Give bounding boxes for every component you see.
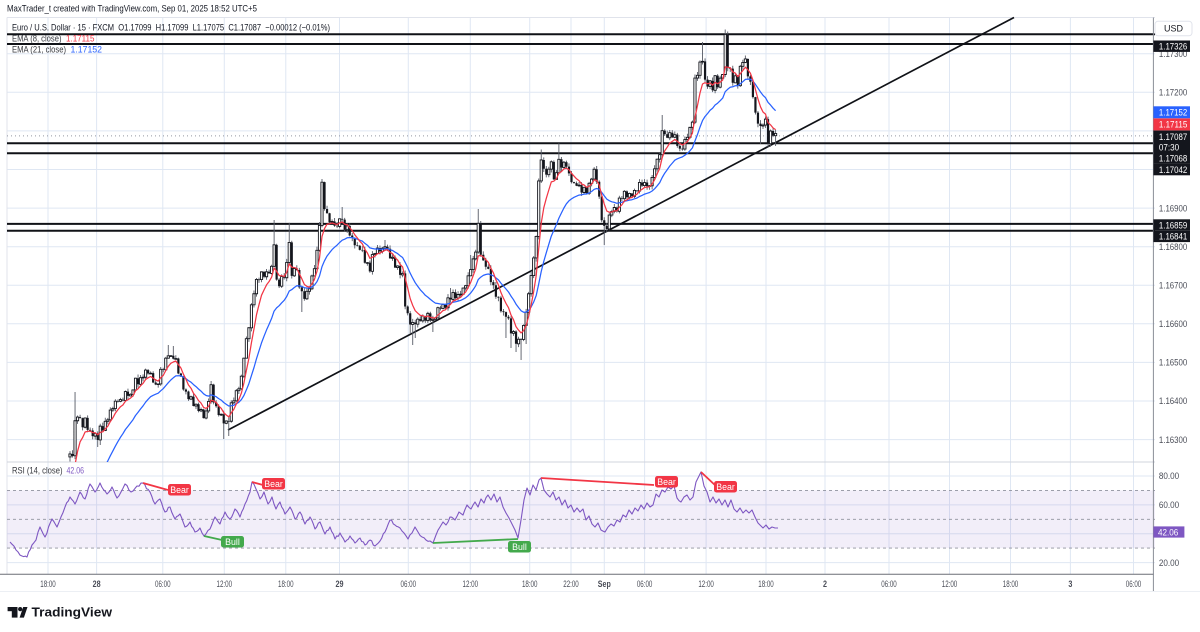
svg-text:2: 2 [823, 579, 827, 589]
svg-text:Euro / U.S. Dollar · 15 · FXCM: Euro / U.S. Dollar · 15 · FXCM O1.17099 … [12, 22, 330, 32]
svg-text:18:00: 18:00 [1003, 579, 1019, 589]
svg-text:Bear: Bear [170, 485, 189, 495]
svg-text:Bull: Bull [225, 537, 240, 547]
svg-text:1.16800: 1.16800 [1159, 242, 1187, 252]
svg-text:1.16300: 1.16300 [1159, 435, 1187, 445]
svg-text:1.16500: 1.16500 [1159, 358, 1187, 368]
svg-text:Bear: Bear [657, 477, 676, 487]
svg-text:1.17152: 1.17152 [71, 44, 103, 54]
svg-text:3: 3 [1068, 579, 1072, 589]
svg-text:RSI (14, close): RSI (14, close) [12, 466, 63, 476]
svg-text:1.17152: 1.17152 [1159, 108, 1187, 118]
svg-text:06:00: 06:00 [1126, 579, 1142, 589]
svg-text:Sep: Sep [598, 579, 611, 589]
svg-text:EMA (21, close): EMA (21, close) [12, 44, 66, 54]
svg-text:18:00: 18:00 [758, 579, 774, 589]
svg-text:1.16600: 1.16600 [1159, 319, 1187, 329]
svg-text:1.17300: 1.17300 [1159, 49, 1187, 59]
svg-text:USD: USD [1164, 24, 1183, 34]
svg-text:18:00: 18:00 [40, 579, 56, 589]
svg-text:1.17326: 1.17326 [1159, 42, 1187, 52]
svg-text:TradingView: TradingView [32, 605, 113, 620]
svg-text:12:00: 12:00 [942, 579, 958, 589]
svg-text:06:00: 06:00 [401, 579, 417, 589]
svg-text:06:00: 06:00 [637, 579, 653, 589]
svg-text:80.00: 80.00 [1159, 471, 1179, 481]
svg-text:07:30: 07:30 [1159, 143, 1179, 153]
svg-text:42.06: 42.06 [67, 466, 85, 476]
svg-text:Bull: Bull [512, 542, 527, 552]
svg-text:06:00: 06:00 [881, 579, 897, 589]
svg-text:29: 29 [336, 579, 344, 589]
svg-text:1.17042: 1.17042 [1159, 165, 1187, 175]
svg-text:60.00: 60.00 [1159, 500, 1179, 510]
svg-text:1.16859: 1.16859 [1159, 220, 1187, 230]
svg-text:18:00: 18:00 [522, 579, 538, 589]
svg-text:EMA (8, close): EMA (8, close) [12, 33, 62, 43]
svg-text:1.16700: 1.16700 [1159, 280, 1187, 290]
svg-text:12:00: 12:00 [217, 579, 233, 589]
svg-text:1.16900: 1.16900 [1159, 203, 1187, 213]
svg-text:42.06: 42.06 [1158, 528, 1178, 538]
svg-text:1.17115: 1.17115 [66, 33, 95, 43]
svg-text:1.17115: 1.17115 [1159, 120, 1187, 130]
svg-text:06:00: 06:00 [155, 579, 171, 589]
svg-text:22:00: 22:00 [563, 579, 579, 589]
svg-text:1.17087: 1.17087 [1159, 132, 1187, 142]
svg-text:1.17200: 1.17200 [1159, 87, 1187, 97]
svg-text:20.00: 20.00 [1159, 558, 1179, 568]
svg-text:1.16400: 1.16400 [1159, 396, 1187, 406]
svg-text:12:00: 12:00 [463, 579, 479, 589]
svg-text:MaxTrader_t created with Tradi: MaxTrader_t created with TradingView.com… [7, 3, 257, 13]
svg-text:1.16841: 1.16841 [1159, 232, 1187, 242]
svg-text:12:00: 12:00 [698, 579, 714, 589]
svg-text:1.17068: 1.17068 [1159, 154, 1187, 164]
svg-text:Bear: Bear [264, 479, 283, 489]
svg-text:18:00: 18:00 [278, 579, 294, 589]
svg-text:28: 28 [93, 579, 101, 589]
svg-text:Bear: Bear [716, 482, 735, 492]
